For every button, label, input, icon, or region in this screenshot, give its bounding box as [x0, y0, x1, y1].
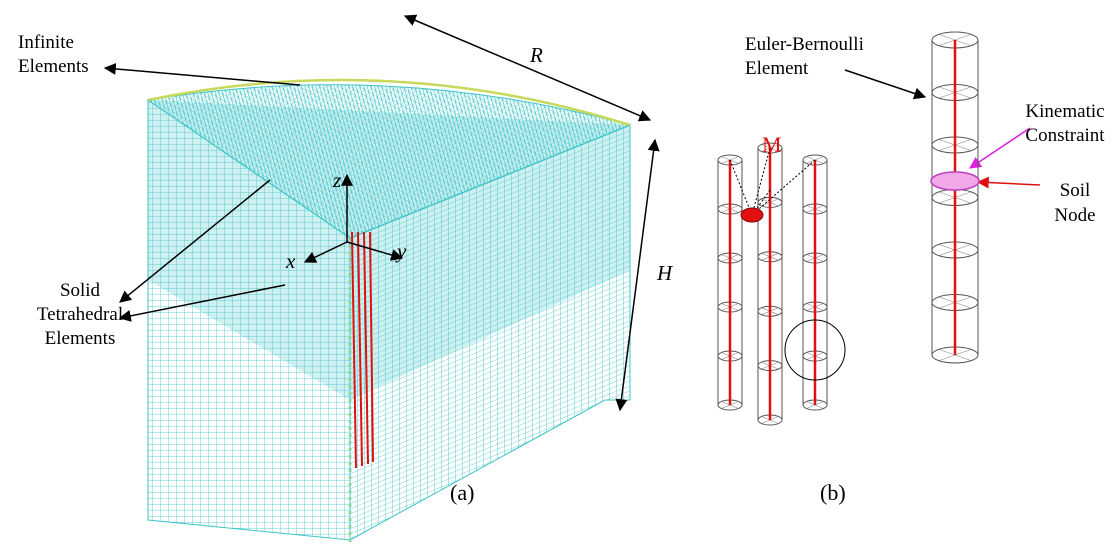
label: Elements: [45, 328, 116, 349]
mass-node: [741, 208, 763, 222]
label: Infinite: [18, 32, 74, 53]
label: Constraint: [1025, 125, 1105, 146]
rigid-link: [752, 160, 815, 215]
label: Tetrahedral: [37, 304, 123, 325]
infinite-arrow: [105, 68, 300, 85]
label: R: [529, 43, 543, 67]
label: Soil: [1060, 180, 1091, 201]
figure: Infinite Elements R H Solid Tetrahedral …: [0, 0, 1113, 548]
label: H: [656, 261, 674, 285]
label: (a): [450, 480, 474, 505]
soil-mesh: [148, 80, 630, 545]
label: Kinematic: [1025, 101, 1104, 122]
soil-node-arrow: [978, 182, 1040, 185]
label: Elements: [18, 56, 89, 77]
label: y: [395, 239, 407, 263]
label: z: [332, 168, 341, 192]
label: x: [285, 249, 296, 273]
rigid-link: [752, 148, 770, 215]
euler-arrow: [845, 70, 925, 97]
label: (b): [820, 480, 846, 505]
constraint-disk: [931, 172, 979, 190]
label: Node: [1054, 205, 1095, 226]
label: Euler-Bernoulli: [745, 34, 864, 55]
pile-group: [718, 32, 979, 425]
label: Solid: [60, 280, 101, 301]
constraint-arrow: [970, 128, 1030, 168]
label: M: [762, 132, 782, 157]
label: Element: [745, 58, 809, 79]
